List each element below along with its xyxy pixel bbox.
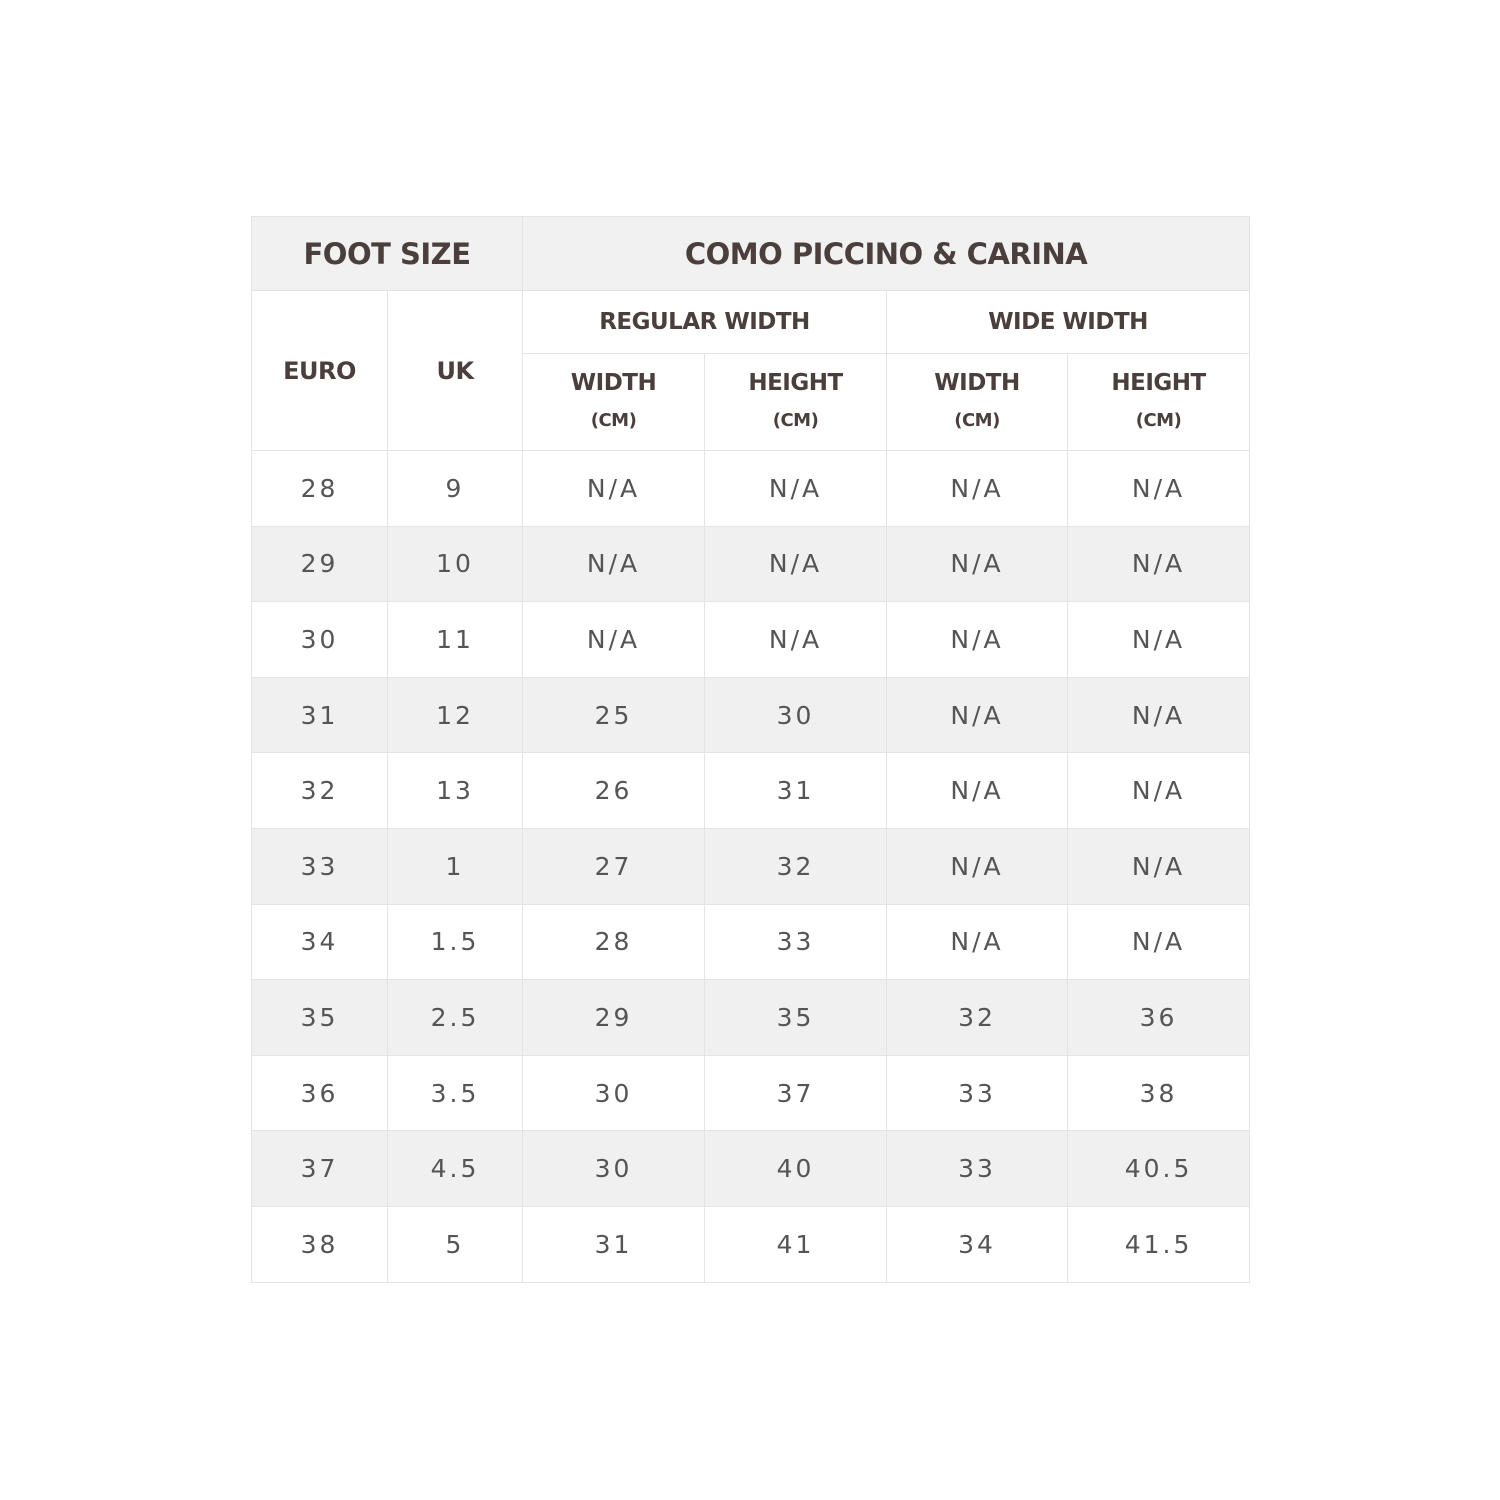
- table-cell: 12: [386, 676, 524, 754]
- table-row: 36 3.5 30 37 33 38: [251, 1054, 1251, 1132]
- table-cell: N/A: [522, 525, 706, 603]
- regular-width-header: REGULAR WIDTH: [522, 290, 888, 354]
- table-cell: 33: [251, 827, 388, 905]
- table-cell: 30: [522, 1130, 706, 1207]
- table-cell: 5: [386, 1205, 524, 1283]
- table-cell: 37: [251, 1130, 388, 1207]
- unit: (CM): [954, 410, 1000, 431]
- table-cell: 31: [251, 676, 388, 754]
- table-cell: N/A: [886, 903, 1069, 981]
- wide-height-col: HEIGHT (CM): [1067, 353, 1251, 451]
- table-row: 38 5 31 41 34 41.5: [251, 1205, 1251, 1283]
- table-cell: 34: [886, 1205, 1069, 1283]
- table-cell: 35: [704, 979, 888, 1056]
- table-row: 33 1 27 32 N/A N/A: [251, 827, 1251, 905]
- regular-width-col: WIDTH (CM): [522, 353, 706, 451]
- table-cell: 40: [704, 1130, 888, 1207]
- table-cell: 13: [386, 752, 524, 829]
- size-chart-table: FOOT SIZE COMO PICCINO & CARINA EURO UK …: [250, 216, 1251, 1283]
- table-cell: 27: [522, 827, 706, 905]
- table-cell: N/A: [1067, 525, 1251, 603]
- table-cell: N/A: [522, 450, 706, 527]
- label: WIDTH: [934, 370, 1020, 396]
- table-cell: N/A: [1067, 450, 1251, 527]
- table-cell: 28: [251, 450, 388, 527]
- label: WIDTH: [570, 370, 657, 396]
- table-cell: 10: [386, 525, 524, 603]
- table-cell: N/A: [1067, 752, 1251, 829]
- table-cell: 32: [886, 979, 1069, 1056]
- table-cell: N/A: [704, 450, 888, 527]
- table-row: 32 13 26 31 N/A N/A: [251, 752, 1251, 829]
- table-cell: 35: [251, 979, 388, 1056]
- table-cell: N/A: [886, 752, 1069, 829]
- table-cell: N/A: [886, 525, 1069, 603]
- wide-width-col: WIDTH (CM): [886, 353, 1069, 451]
- table-cell: N/A: [886, 676, 1069, 754]
- table-cell: 3.5: [386, 1054, 524, 1132]
- table-cell: 30: [522, 1054, 706, 1132]
- table-cell: N/A: [886, 450, 1069, 527]
- table-cell: 32: [251, 752, 388, 829]
- table-cell: 37: [704, 1054, 888, 1132]
- table-cell: 38: [1067, 1054, 1251, 1132]
- euro-header: EURO: [251, 290, 388, 451]
- model-header: COMO PICCINO & CARINA: [522, 216, 1251, 291]
- table-cell: 29: [522, 979, 706, 1056]
- table-cell: 33: [886, 1130, 1069, 1207]
- table-cell: 33: [886, 1054, 1069, 1132]
- table-cell: N/A: [886, 601, 1069, 678]
- table-cell: N/A: [1067, 903, 1251, 981]
- table-cell: 40.5: [1067, 1130, 1251, 1207]
- table-cell: 41: [704, 1205, 888, 1283]
- table-row: 30 11 N/A N/A N/A N/A: [251, 601, 1251, 678]
- table-cell: 2.5: [386, 979, 524, 1056]
- table-cell: 33: [704, 903, 888, 981]
- uk-header: UK: [386, 290, 524, 451]
- unit: (CM): [590, 410, 637, 431]
- table-cell: 34: [251, 903, 388, 981]
- table-row: 28 9 N/A N/A N/A N/A: [251, 450, 1251, 527]
- table-cell: 26: [522, 752, 706, 829]
- table-row: 31 12 25 30 N/A N/A: [251, 676, 1251, 754]
- foot-size-header: FOOT SIZE: [250, 216, 524, 291]
- table-cell: 36: [251, 1054, 388, 1132]
- wide-width-header: WIDE WIDTH: [886, 290, 1251, 354]
- table-cell: 1: [386, 827, 524, 905]
- unit: (CM): [1135, 410, 1182, 431]
- table-cell: N/A: [704, 601, 888, 678]
- regular-height-col: HEIGHT (CM): [704, 353, 888, 451]
- table-cell: 36: [1067, 979, 1251, 1056]
- table-cell: N/A: [1067, 601, 1251, 678]
- table-row: 29 10 N/A N/A N/A N/A: [251, 525, 1251, 603]
- table-cell: 38: [251, 1205, 388, 1283]
- table-cell: 9: [386, 450, 524, 527]
- label: HEIGHT: [1111, 370, 1206, 396]
- table-row: 34 1.5 28 33 N/A N/A: [251, 903, 1251, 981]
- table-cell: N/A: [1067, 827, 1251, 905]
- table-cell: 30: [251, 601, 388, 678]
- table-cell: 25: [522, 676, 706, 754]
- unit: (CM): [772, 410, 819, 431]
- table-cell: N/A: [886, 827, 1069, 905]
- table-cell: 29: [251, 525, 388, 603]
- table-cell: N/A: [704, 525, 888, 603]
- table-cell: 30: [704, 676, 888, 754]
- table-cell: 11: [386, 601, 524, 678]
- table-cell: 32: [704, 827, 888, 905]
- table-body: 28 9 N/A N/A N/A N/A 29 10 N/A N/A N/A N/A 30 11 N/A N/…: [251, 450, 1251, 1283]
- table-row: 35 2.5 29 35 32 36: [251, 979, 1251, 1056]
- table-cell: 28: [522, 903, 706, 981]
- table-row: 37 4.5 30 40 33 40.5: [251, 1130, 1251, 1207]
- table-cell: 31: [522, 1205, 706, 1283]
- table-cell: 1.5: [386, 903, 524, 981]
- label: HEIGHT: [748, 370, 843, 396]
- table-cell: N/A: [1067, 676, 1251, 754]
- table-cell: 31: [704, 752, 888, 829]
- table-cell: N/A: [522, 601, 706, 678]
- table-cell: 41.5: [1067, 1205, 1251, 1283]
- table-cell: 4.5: [386, 1130, 524, 1207]
